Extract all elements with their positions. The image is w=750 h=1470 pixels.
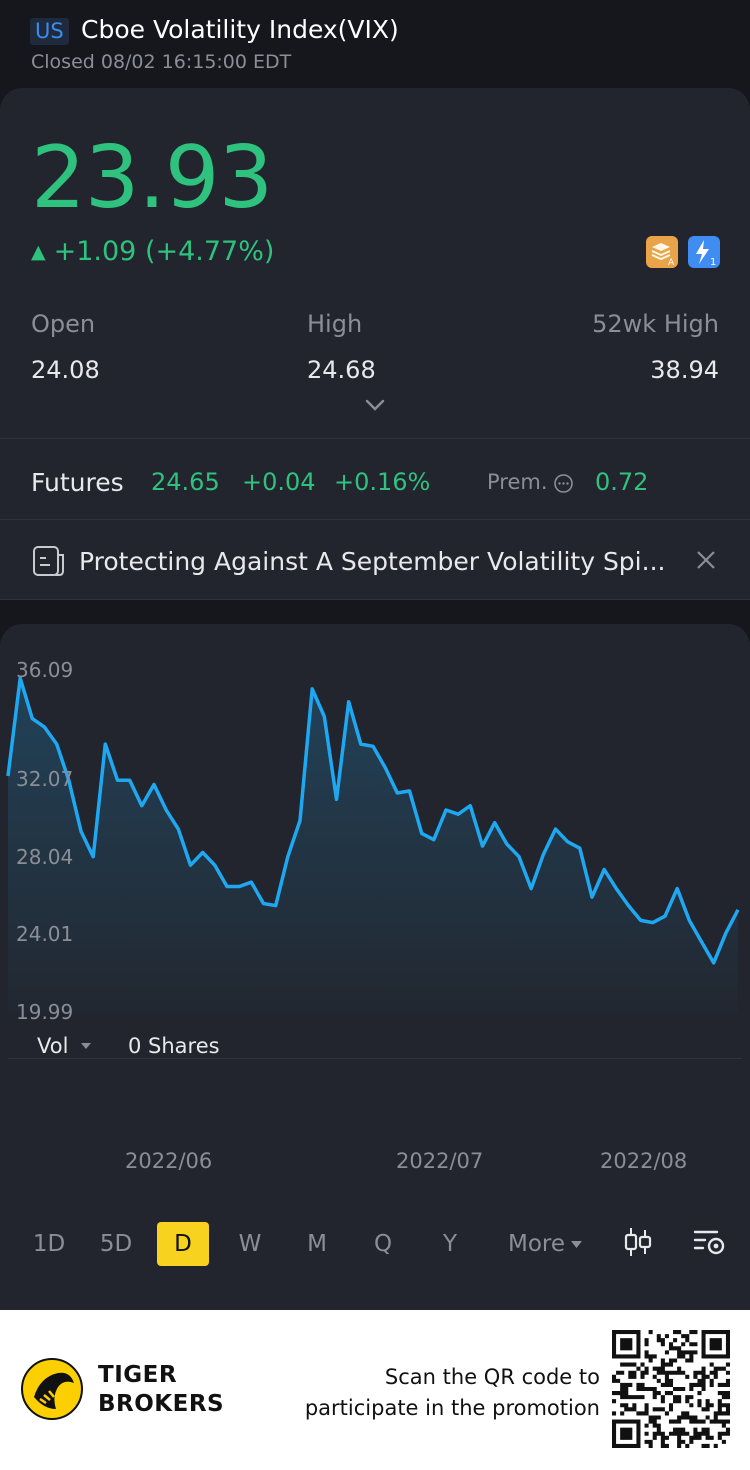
tiger-brokers-logo — [21, 1358, 83, 1420]
period-more-label: More — [507, 1231, 566, 1257]
lightning-badge-icon[interactable]: 1 — [688, 236, 720, 268]
volume-value: 0 Shares — [128, 1034, 220, 1058]
x-tick-label: 2022/06 — [125, 1149, 213, 1173]
period-tab-quarter[interactable]: Q — [373, 1231, 393, 1257]
divider — [8, 1058, 742, 1059]
page-title: Cboe Volatility Index(VIX) — [81, 15, 399, 44]
promo-text-line2: participate in the promotion — [304, 1396, 600, 1420]
stat-label-52wk-high: 52wk High — [592, 310, 719, 338]
y-tick-label: 19.99 — [16, 1000, 74, 1024]
last-price: 23.93 — [31, 128, 273, 228]
svg-text:A: A — [668, 258, 675, 268]
up-arrow-icon: ▲ — [31, 241, 46, 263]
news-headline-link[interactable]: Protecting Against A September Volatilit… — [79, 547, 666, 576]
price-change-value: +1.09 (+4.77%) — [53, 236, 275, 267]
period-tab-5d[interactable]: 5D — [99, 1231, 133, 1257]
brand-name-line1: TIGER — [98, 1362, 178, 1388]
price-change: ▲ +1.09 (+4.77%) — [31, 236, 274, 267]
quote-card: 23.93 ▲ +1.09 (+4.77%) A 1 Open High 52wk… — [0, 88, 750, 600]
more-info-icon[interactable] — [553, 473, 574, 494]
period-tab-week[interactable]: W — [238, 1231, 262, 1257]
qr-code — [612, 1330, 730, 1448]
header: US Cboe Volatility Index(VIX) Closed 08/… — [0, 0, 750, 88]
y-tick-label: 28.04 — [16, 845, 74, 869]
futures-change: +0.04 — [242, 468, 316, 496]
stat-label-high: High — [307, 310, 363, 338]
period-tab-month[interactable]: M — [307, 1231, 327, 1257]
futures-price: 24.65 — [151, 468, 220, 496]
stat-value-52wk-high: 38.94 — [650, 356, 719, 384]
svg-text:1: 1 — [710, 257, 716, 268]
divider — [0, 438, 750, 439]
period-tab-year[interactable]: Y — [442, 1231, 458, 1257]
x-tick-label: 2022/08 — [600, 1149, 688, 1173]
period-tab-day[interactable]: D — [157, 1222, 209, 1266]
close-icon[interactable] — [696, 550, 716, 570]
futures-label[interactable]: Futures — [31, 468, 124, 497]
indicator-settings-icon[interactable] — [692, 1220, 728, 1264]
stat-value-high: 24.68 — [307, 356, 376, 384]
divider — [0, 519, 750, 520]
y-tick-label: 24.01 — [16, 922, 74, 946]
promo-text-line1: Scan the QR code to — [384, 1365, 600, 1389]
expand-chevron-icon[interactable] — [364, 398, 386, 412]
price-chart[interactable] — [0, 624, 750, 1064]
stat-value-open: 24.08 — [31, 356, 100, 384]
caret-down-icon[interactable] — [80, 1042, 92, 1050]
volume-indicator-selector[interactable]: Vol — [37, 1034, 69, 1058]
news-icon — [33, 546, 64, 576]
y-tick-label: 36.09 — [16, 658, 74, 682]
premium-label: Prem. — [487, 470, 548, 494]
chart-card: 36.09 32.07 28.04 24.01 19.99 Vol 0 Shar… — [0, 624, 750, 1310]
promo-footer: TIGER BROKERS Scan the QR code to partic… — [0, 1310, 750, 1470]
period-tab-more[interactable]: More — [496, 1222, 594, 1266]
futures-change-pct: +0.16% — [334, 468, 431, 496]
layers-badge-icon[interactable]: A — [646, 236, 678, 268]
premium-value: 0.72 — [595, 468, 649, 496]
chart-price-line — [6, 676, 740, 965]
divider — [0, 599, 750, 600]
market-badge: US — [30, 18, 69, 45]
caret-down-icon — [571, 1241, 583, 1248]
period-tab-1d[interactable]: 1D — [32, 1231, 66, 1257]
market-status: Closed 08/02 16:15:00 EDT — [31, 51, 292, 73]
chart-area-fill — [8, 678, 738, 1012]
brand-name-line2: BROKERS — [98, 1391, 225, 1417]
stat-label-open: Open — [31, 310, 96, 338]
y-tick-label: 32.07 — [16, 767, 74, 791]
x-tick-label: 2022/07 — [396, 1149, 484, 1173]
candlestick-icon[interactable] — [622, 1220, 654, 1264]
